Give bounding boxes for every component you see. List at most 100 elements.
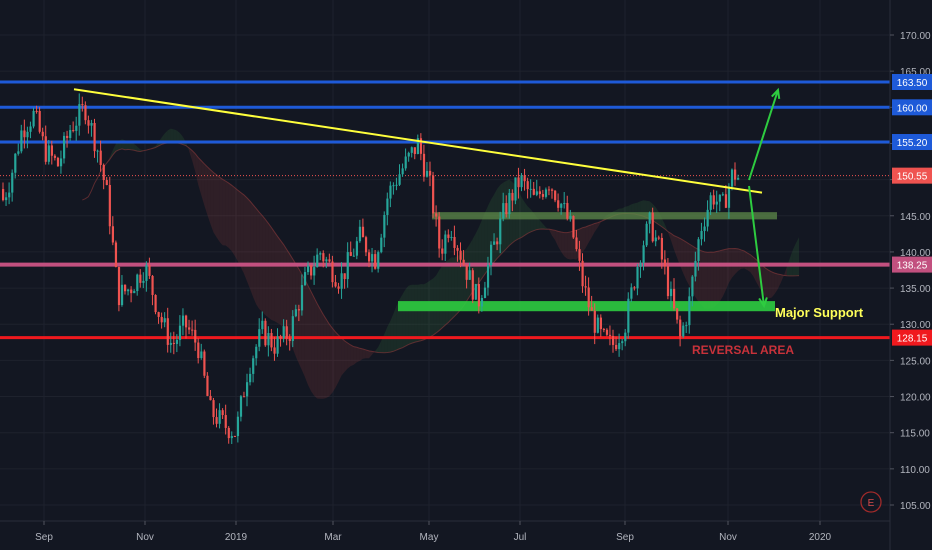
candle-body <box>703 226 706 231</box>
candle-body <box>90 123 93 126</box>
candle-body <box>459 250 462 260</box>
x-tick-label: 2020 <box>809 532 832 543</box>
candle-body <box>130 289 133 294</box>
candle-body <box>300 285 304 311</box>
price-tag-resistance-160 <box>892 99 932 116</box>
cloud-segment <box>259 212 263 312</box>
candle-body <box>285 326 288 339</box>
candle-body <box>557 200 560 208</box>
cloud-segment <box>237 190 241 268</box>
events-button[interactable]: E <box>860 491 882 513</box>
y-tick-label: 120.00 <box>900 393 931 404</box>
cloud-segment <box>335 331 339 388</box>
candle-body <box>87 120 90 126</box>
cloud-segment <box>411 284 415 344</box>
candle-body <box>258 329 261 347</box>
cloud-segment <box>552 229 556 241</box>
candle-body <box>117 266 121 306</box>
candle-body <box>404 156 407 169</box>
cloud-segment <box>304 279 308 386</box>
major-support-zone <box>398 301 775 312</box>
cloud-segment <box>390 313 394 353</box>
candle-body <box>410 147 413 153</box>
candle-body <box>435 213 438 217</box>
candle-body <box>307 265 310 273</box>
events-icon[interactable] <box>860 491 882 513</box>
x-tick-label: Sep <box>616 532 634 543</box>
cloud-segment <box>448 257 452 323</box>
candle-body <box>422 153 426 177</box>
cloud-segment <box>326 319 330 398</box>
time-axis[interactable]: Sep Nov 2019 Mar May Jul Sep Nov 2020 <box>35 521 832 543</box>
candle-body <box>331 261 334 283</box>
candle-body <box>169 342 172 345</box>
cloud-segment <box>780 274 784 283</box>
cloud-segment <box>567 231 571 260</box>
candle-body <box>581 260 584 287</box>
cloud-segment <box>792 243 796 276</box>
cloud-segment <box>661 218 665 229</box>
candle-body <box>221 410 224 416</box>
cloud-segment <box>256 208 260 309</box>
cloud-segment <box>738 248 742 271</box>
candle-body <box>389 185 392 199</box>
candle-body <box>682 325 685 337</box>
candle-body <box>145 265 148 281</box>
cloud-segment <box>555 230 559 247</box>
candle-body <box>593 310 596 333</box>
cloud-segment <box>170 128 174 143</box>
cloud-segment <box>716 250 720 305</box>
candle-body <box>206 375 209 396</box>
price-tag-label-support-128: 128.15 <box>897 334 928 345</box>
cloud-segment <box>548 229 552 236</box>
cloud-segment <box>768 270 772 299</box>
candle-body <box>294 309 297 317</box>
cloud-segment <box>329 324 333 397</box>
candle-body <box>276 336 279 354</box>
candle-body <box>486 264 490 288</box>
candle-body <box>377 252 380 269</box>
candle-body <box>490 244 493 265</box>
cloud-segment <box>234 187 238 262</box>
candle-body <box>526 181 529 190</box>
candle-body <box>279 336 282 339</box>
candle-body <box>441 248 444 254</box>
candle-body <box>401 168 404 175</box>
candle-body <box>660 237 663 260</box>
candle-body <box>185 315 188 328</box>
cloud-segment <box>631 203 635 215</box>
candle-body <box>712 195 715 205</box>
candle-body <box>255 346 258 359</box>
cloud-segment <box>466 244 470 302</box>
candle-body <box>84 105 87 121</box>
cloud-segment <box>622 206 626 214</box>
candle-body <box>669 288 673 297</box>
candle-body <box>337 286 340 289</box>
candle-body <box>246 382 249 397</box>
cloud-segment <box>353 346 357 365</box>
candle-body <box>673 288 676 309</box>
candle-body <box>96 150 99 152</box>
candle-body <box>261 320 264 330</box>
candle-body <box>615 344 618 350</box>
cloud-segment <box>225 181 229 248</box>
cloud-segment <box>365 349 369 359</box>
candle-body <box>499 218 502 245</box>
candle-body <box>471 270 474 300</box>
x-tick-label: Jul <box>514 532 527 543</box>
cloud-segment <box>173 129 177 143</box>
candle-body <box>694 260 697 277</box>
candle-body <box>227 427 230 439</box>
candle-body <box>99 150 102 165</box>
cloud-segment <box>591 223 595 238</box>
candle-body <box>17 151 20 154</box>
cloud-segment <box>167 128 171 143</box>
cloud-segment <box>408 284 412 345</box>
candle-body <box>395 184 398 186</box>
cloud-segment <box>347 342 351 369</box>
candle-body <box>56 157 60 167</box>
candle-body <box>316 254 319 268</box>
candle-body <box>188 327 191 330</box>
candle-body <box>554 190 557 201</box>
